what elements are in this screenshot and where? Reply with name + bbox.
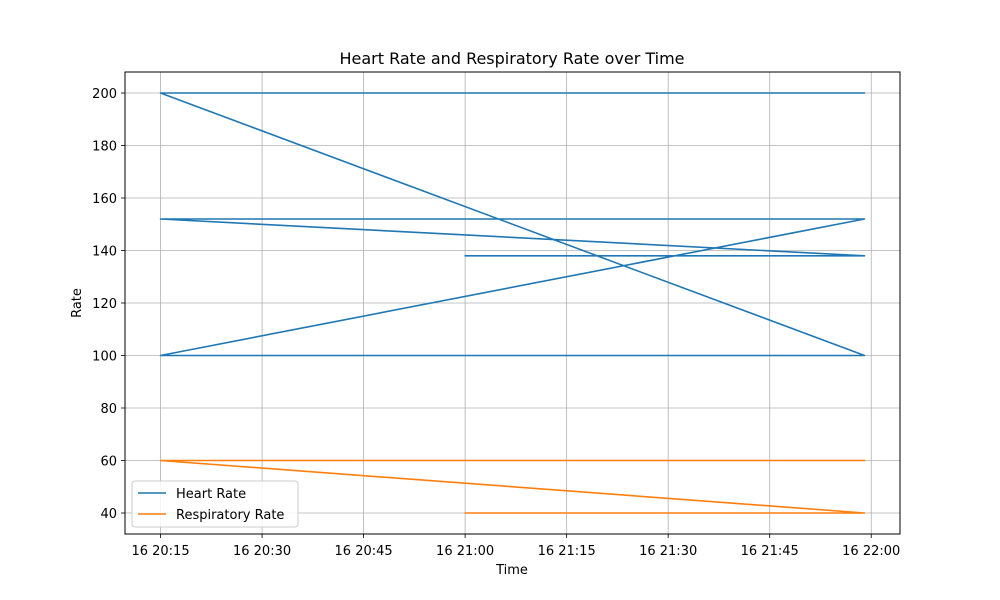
y-tick-label: 40 xyxy=(100,507,117,522)
x-tick-label: 16 22:00 xyxy=(842,544,900,559)
legend-box xyxy=(131,480,299,528)
y-tick-label: 160 xyxy=(92,192,117,207)
x-tick-label: 16 21:45 xyxy=(741,544,799,559)
y-tick-label: 60 xyxy=(100,455,117,470)
x-tick-label: 16 20:15 xyxy=(131,544,189,559)
y-tick-label: 80 xyxy=(100,402,117,417)
ticks: 16 20:15 16 20:30 16 20:45 16 21:00 16 21:15… xyxy=(92,87,900,559)
y-tick-label: 120 xyxy=(92,297,117,312)
legend: Heart Rate Respiratory Rate xyxy=(131,480,299,528)
legend-entry: Heart Rate xyxy=(176,487,246,502)
x-tick-label: 16 21:00 xyxy=(436,544,494,559)
legend-entry: Respiratory Rate xyxy=(176,508,284,523)
series-line-0 xyxy=(159,92,866,357)
y-tick-label: 100 xyxy=(92,350,117,365)
series-group xyxy=(159,92,866,514)
y-tick-label: 140 xyxy=(92,245,117,260)
x-tick-label: 16 20:45 xyxy=(335,544,393,559)
series-line-1 xyxy=(159,459,866,514)
y-tick-label: 180 xyxy=(92,140,117,155)
y-tick-label: 200 xyxy=(92,87,117,102)
x-tick-label: 16 21:30 xyxy=(639,544,697,559)
chart-title: Heart Rate and Respiratory Rate over Tim… xyxy=(339,49,684,68)
grid xyxy=(125,72,900,534)
x-tick-label: 16 21:15 xyxy=(538,544,596,559)
x-tick-label: 16 20:30 xyxy=(233,544,291,559)
x-axis-label: Time xyxy=(495,563,528,578)
y-axis-label: Rate xyxy=(70,288,85,318)
